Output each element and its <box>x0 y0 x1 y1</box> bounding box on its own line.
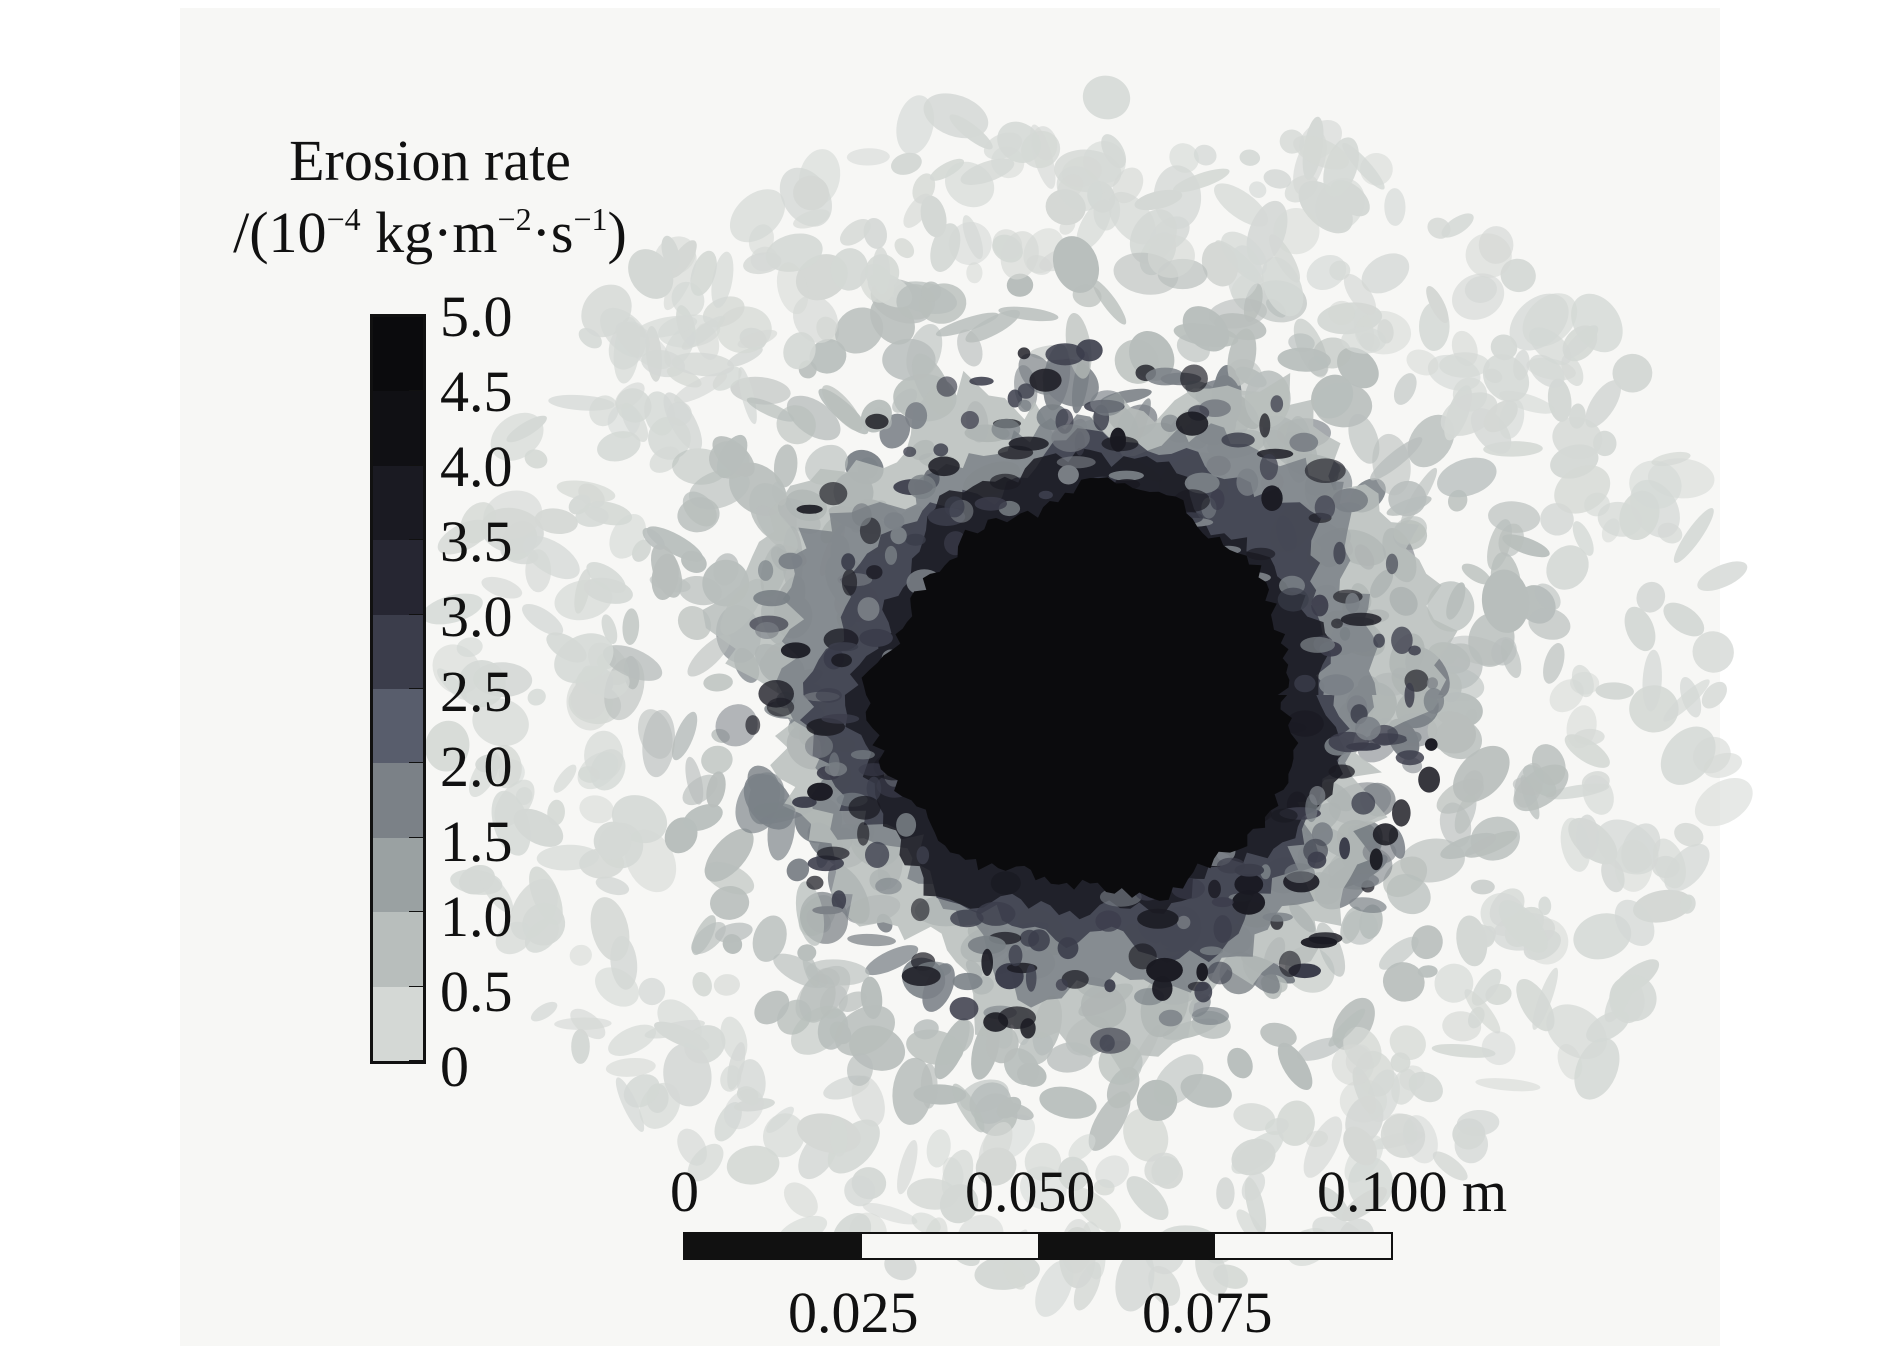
scale-label-0-075: 0.075 <box>1142 1280 1273 1345</box>
colorbar-tick-label: 0.5 <box>440 959 513 1024</box>
scale-bar-segment <box>1038 1234 1215 1258</box>
legend-title-line2: /(10−4 kg·m−2·s−1) <box>190 197 670 269</box>
colorbar-tick-label: 2.5 <box>440 659 513 724</box>
scale-label-0-025: 0.025 <box>788 1280 919 1345</box>
scale-label-0: 0 <box>670 1159 699 1224</box>
scale-bar-segment <box>861 1234 1038 1258</box>
legend-unit-exp-base: −4 <box>326 201 361 237</box>
legend-unit-exp-s: −1 <box>573 201 608 237</box>
colorbar-band-1 <box>373 391 423 468</box>
scale-bar <box>683 1232 1393 1260</box>
colorbar-tick-label: 1.0 <box>440 884 513 949</box>
colorbar-tick-label: 4.5 <box>440 359 513 424</box>
colorbar-band-0 <box>373 317 423 393</box>
colorbar-tick-label: 3.5 <box>440 509 513 574</box>
colorbar-tick-label: 2.0 <box>440 734 513 799</box>
colorbar-band-7 <box>373 837 423 914</box>
legend-unit-kg: kg·m <box>360 200 498 265</box>
colorbar-band-6 <box>373 763 423 840</box>
colorbar-band-9 <box>373 986 423 1061</box>
colorbar-tick-label: 0 <box>440 1034 469 1099</box>
colorbar-band-2 <box>373 465 423 542</box>
legend-unit-s: ·s <box>531 200 574 265</box>
scale-bar-segment <box>685 1234 862 1258</box>
colorbar-band-4 <box>373 614 423 691</box>
scale-label-0-050: 0.050 <box>965 1159 1096 1224</box>
colorbar-tick-label: 3.0 <box>440 584 513 649</box>
colorbar-band-5 <box>373 689 423 765</box>
legend-unit-suffix: ) <box>607 200 627 265</box>
legend-title: Erosion rate /(10−4 kg·m−2·s−1) <box>190 125 670 269</box>
scale-label-0-100-m: 0.100 m <box>1317 1159 1508 1224</box>
legend-unit-prefix: /(10 <box>233 200 327 265</box>
colorbar-tick-label: 5.0 <box>440 284 513 349</box>
colorbar-band-3 <box>373 540 423 617</box>
legend-unit-exp-m: −2 <box>497 201 532 237</box>
colorbar-tick-label: 4.0 <box>440 434 513 499</box>
colorbar-band-8 <box>373 912 423 989</box>
colorbar-tick-label: 1.5 <box>440 809 513 874</box>
legend-colorbar <box>370 314 426 1064</box>
legend-title-line1: Erosion rate <box>289 128 571 193</box>
scale-bar-segment <box>1214 1234 1391 1258</box>
